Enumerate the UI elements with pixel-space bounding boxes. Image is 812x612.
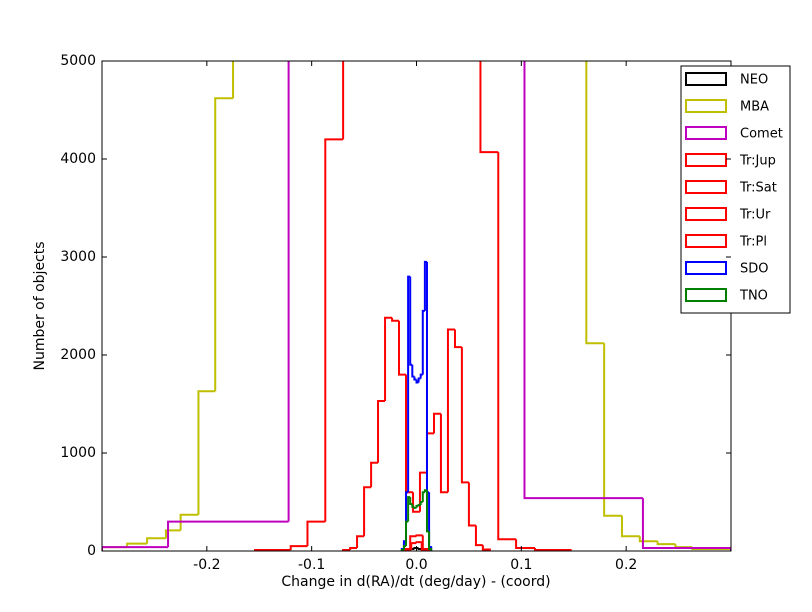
histogram-step <box>306 520 326 547</box>
legend-label: TNO <box>739 289 768 304</box>
histogram-step <box>603 343 622 517</box>
histogram-step <box>620 515 640 538</box>
histogram-step <box>585 61 605 345</box>
x-tick-label: -0.2 <box>193 557 220 573</box>
histogram-step <box>638 536 658 543</box>
histogram-step <box>164 529 181 539</box>
y-tick-label: 1000 <box>60 445 96 461</box>
histogram-step <box>453 329 462 349</box>
y-tick-label: 0 <box>87 543 96 559</box>
legend-label: Tr:Ur <box>739 208 771 223</box>
histogram-step <box>363 486 372 537</box>
histogram-step <box>391 317 399 322</box>
legend-label: MBA <box>740 100 769 115</box>
legend-label: Tr:Jup <box>739 154 776 169</box>
histogram-step <box>102 546 169 551</box>
histogram-step <box>415 534 423 537</box>
legend-swatch <box>685 288 727 302</box>
histogram-step <box>641 498 731 551</box>
x-tick-label: 0.2 <box>615 557 637 573</box>
histogram-step <box>167 520 289 548</box>
histogram-step <box>481 545 491 551</box>
legend-swatch <box>685 234 727 248</box>
legend-label: Tr:Sat <box>739 181 777 196</box>
legend-swatch <box>685 72 727 86</box>
histogram-step <box>179 513 199 531</box>
y-tick-label: 3000 <box>60 249 96 265</box>
histogram-step <box>412 492 420 513</box>
legend-label: SDO <box>740 262 769 277</box>
histogram-step <box>289 545 308 551</box>
histogram-step <box>417 503 421 506</box>
legend-label: NEO <box>740 73 768 88</box>
legend-swatch <box>685 99 727 113</box>
histogram-step <box>197 390 216 515</box>
histogram-step <box>146 537 166 544</box>
legend-label: Comet <box>740 127 783 142</box>
legend-swatch <box>685 261 727 275</box>
y-tick-label: 5000 <box>60 53 96 69</box>
histogram-step <box>410 542 417 551</box>
histogram-step <box>474 525 483 547</box>
y-tick-label: 2000 <box>60 347 96 363</box>
histogram-step <box>377 400 386 463</box>
histogram-step <box>467 482 476 527</box>
histogram-step <box>428 531 433 551</box>
histogram-step <box>656 541 676 546</box>
legend: NEO MBA Comet Tr:Jup Tr:Sat Tr:Ur Tr:Pl SDO TNO <box>680 65 791 314</box>
y-tick-label: 4000 <box>60 151 96 167</box>
histogram-step <box>497 152 517 541</box>
histogram-step <box>439 413 448 494</box>
histogram-step <box>397 320 407 376</box>
legend-frame <box>680 65 791 314</box>
histogram-step <box>515 539 535 550</box>
histogram-step <box>126 542 148 548</box>
histogram-step <box>324 138 344 522</box>
histogram-step <box>384 316 393 402</box>
histogram-step <box>433 412 441 434</box>
legend-swatch <box>685 153 727 167</box>
histogram-step <box>523 61 643 500</box>
histogram-step <box>446 328 455 493</box>
histogram-step <box>415 541 422 544</box>
plot-area <box>102 61 731 551</box>
y-axis-label: Number of objects <box>32 241 48 370</box>
histogram-step <box>370 461 379 488</box>
histogram-step <box>460 347 469 484</box>
histogram-step <box>356 535 365 549</box>
legend-swatch <box>685 207 727 221</box>
x-axis-label: Change in d(RA)/dt (deg/day) - (coord) <box>281 574 550 590</box>
x-tick-label: -0.1 <box>298 557 325 573</box>
histogram-step <box>349 547 358 551</box>
x-tick-label: 0.0 <box>405 557 427 573</box>
histogram-step <box>409 535 417 550</box>
histogram-step <box>413 547 419 550</box>
x-tick-label: 0.1 <box>510 557 532 573</box>
legend-swatch <box>685 126 727 140</box>
legend-label: Tr:Pl <box>739 235 767 250</box>
legend-swatch <box>685 180 727 194</box>
histogram-step <box>214 97 234 392</box>
histogram-step <box>418 471 427 512</box>
histogram-step <box>479 61 499 154</box>
